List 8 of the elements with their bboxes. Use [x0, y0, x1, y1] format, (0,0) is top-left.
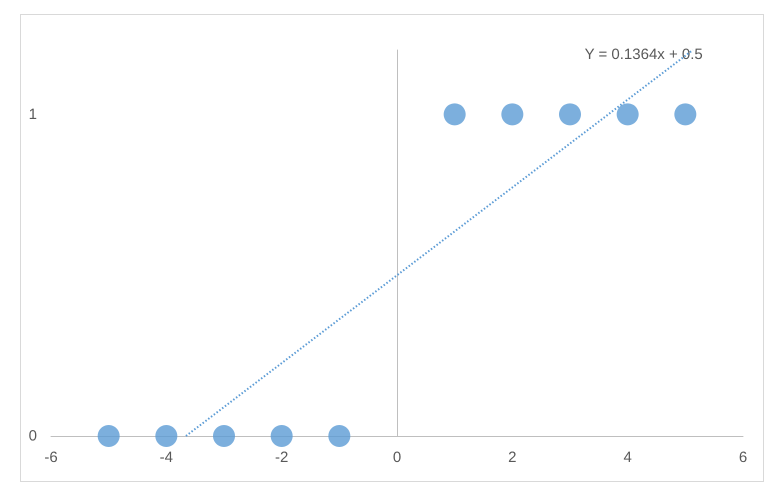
y-tick-label: 1: [28, 106, 37, 123]
x-tick-label: 6: [738, 449, 748, 466]
x-tick-label: 2: [508, 449, 517, 466]
x-tick-label: 0: [392, 449, 402, 466]
x-tick-label: -2: [274, 449, 288, 466]
x-tick-label: 4: [623, 449, 632, 466]
x-tick-label: -6: [44, 449, 58, 466]
x-tick-label: -4: [160, 449, 174, 466]
